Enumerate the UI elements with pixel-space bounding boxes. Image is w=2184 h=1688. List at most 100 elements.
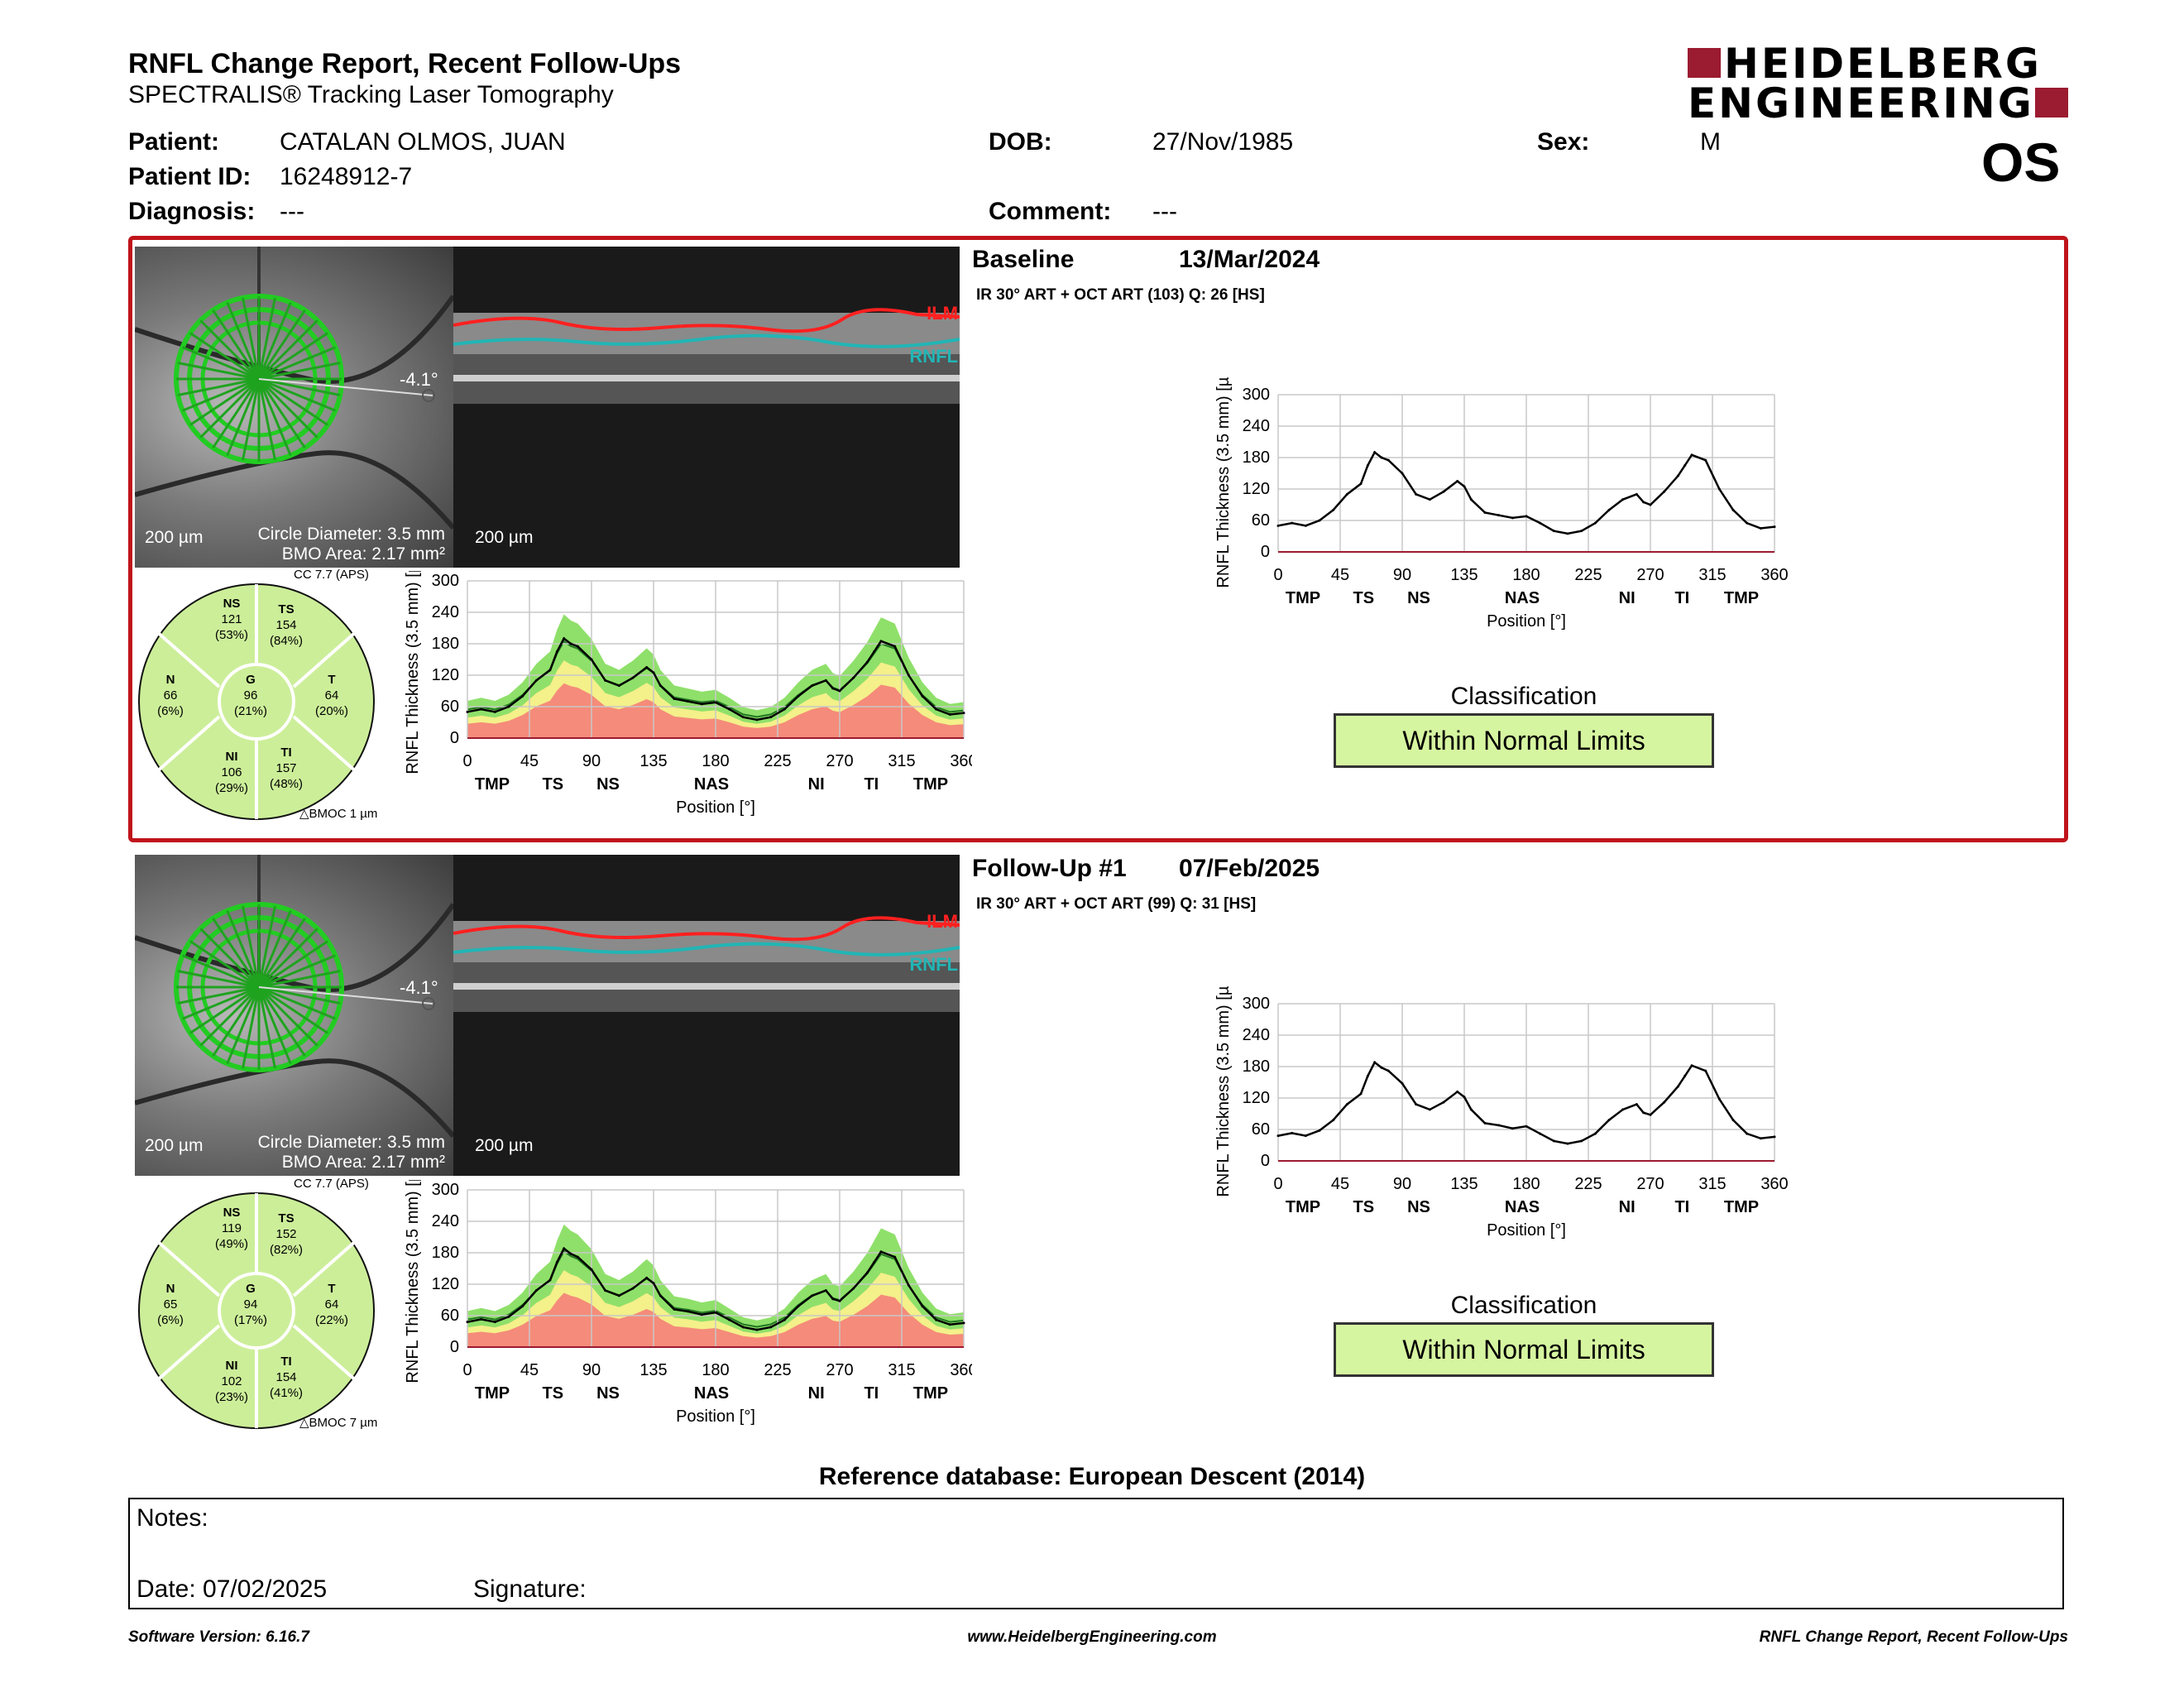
scan-spoke xyxy=(257,378,306,448)
sector-g-value: 94 xyxy=(243,1297,258,1312)
rnfl-data-point xyxy=(1525,1125,1528,1128)
eye-indicator: OS xyxy=(1981,132,2061,193)
rnfl-data-point xyxy=(604,1289,607,1292)
rnfl-label: RNFL xyxy=(909,346,958,367)
sector-axis-label: TI xyxy=(864,1384,879,1403)
sector-ni-pct: (29%) xyxy=(214,781,248,795)
rnfl-data-point xyxy=(1676,474,1679,477)
fundus-angle: -4.1° xyxy=(400,369,438,390)
rnfl-data-point xyxy=(769,1326,773,1329)
rnfl-data-point xyxy=(576,1255,579,1259)
scan-spoke xyxy=(226,986,261,1064)
sector-ni-pct: (23%) xyxy=(214,1390,248,1404)
dob-value: 27/Nov/1985 xyxy=(1152,128,1294,156)
scan-spoke xyxy=(199,985,261,1047)
rnfl-data-point xyxy=(604,679,607,682)
scan-spoke xyxy=(258,985,328,1034)
y-tick-label: 60 xyxy=(441,1307,459,1325)
rnfl-data-point xyxy=(797,694,800,698)
rnfl-data-point xyxy=(1593,521,1597,525)
sector-g: G 96 (21%) xyxy=(226,672,275,719)
rnfl-data-point xyxy=(1635,1103,1638,1106)
rnfl-data-point xyxy=(1773,525,1776,529)
x-axis-title: Position [°] xyxy=(1487,1221,1566,1240)
rnfl-data-point xyxy=(1676,1085,1679,1088)
sector-ts-pct: (82%) xyxy=(269,1243,303,1257)
rnfl-data-point xyxy=(534,1289,538,1292)
y-axis-title: RNFL Thickness (3.5 mm) [µm] xyxy=(1214,985,1233,1197)
ilm-label: ILM xyxy=(927,911,958,932)
diagnosis-label: Diagnosis: xyxy=(128,198,256,225)
rnfl-data-point xyxy=(673,698,676,700)
x-tick-label: 225 xyxy=(764,1361,791,1379)
rnfl-data-point xyxy=(1428,1108,1431,1111)
rnfl-data-point xyxy=(838,689,841,693)
scan-spoke xyxy=(257,985,318,1047)
rnfl-data-point xyxy=(1415,492,1418,496)
rnfl-data-point xyxy=(1332,508,1335,511)
rnfl-data-point xyxy=(811,684,814,688)
fundus-scale: 200 µm xyxy=(145,528,204,547)
bscan-scale: 200 µm xyxy=(475,1136,534,1155)
scan-spoke xyxy=(189,332,260,381)
bscan-overlay xyxy=(453,916,960,1012)
scan-spoke xyxy=(182,377,260,412)
sector-n-pct: (6%) xyxy=(157,1313,184,1327)
x-tick-label: 45 xyxy=(1331,566,1349,584)
rnfl-data-point xyxy=(576,645,579,648)
y-tick-label: 0 xyxy=(450,1338,459,1356)
scan-spoke xyxy=(257,918,306,988)
rnfl-data-point xyxy=(569,642,572,645)
rnfl-data-point xyxy=(569,1252,572,1255)
sector-n-value: 65 xyxy=(163,1297,178,1312)
rnfl-data-point xyxy=(1380,456,1383,459)
rnfl-data-point xyxy=(507,1315,510,1318)
scan-spoke xyxy=(212,918,261,988)
rnfl-data-point xyxy=(1773,1135,1776,1139)
rnfl-data-point xyxy=(831,1297,835,1301)
x-tick-label: 270 xyxy=(1636,1175,1664,1193)
rnfl-data-point xyxy=(659,1294,662,1297)
logo-line-1: HEIDELBERG xyxy=(1724,40,2042,88)
rnfl-data-point xyxy=(1759,527,1762,530)
sector-axis-label: NI xyxy=(808,1384,825,1403)
notes-box[interactable]: Notes: Date: 07/02/2025 Signature: xyxy=(128,1498,2064,1609)
website-link[interactable]: www.HeidelbergEngineering.com xyxy=(967,1628,1217,1646)
rnfl-data-point xyxy=(1291,521,1294,525)
patient-name: CATALAN OLMOS, JUAN xyxy=(280,128,566,156)
logo-square-top xyxy=(1688,48,1721,78)
rnfl-data-point xyxy=(1276,524,1280,527)
oct-bscan: ILM RNFL 200 µm xyxy=(453,855,960,1176)
rnfl-data-point xyxy=(1469,498,1473,501)
sector-ns-value: 121 xyxy=(221,612,242,626)
rnfl-data-point xyxy=(1704,458,1707,462)
x-tick-label: 315 xyxy=(888,752,915,770)
y-tick-label: 240 xyxy=(432,1212,459,1230)
y-tick-label: 300 xyxy=(1243,386,1270,404)
rnfl-data-point xyxy=(1304,524,1307,527)
rnfl-data-point xyxy=(645,666,649,669)
oct-bscan: ILM RNFL 200 µm xyxy=(453,247,960,568)
rnfl-data-point xyxy=(893,645,897,648)
rnfl-data-point xyxy=(521,1305,524,1308)
rnfl-data-point xyxy=(1690,1064,1693,1067)
sector-ts-label: TS xyxy=(278,602,295,616)
y-tick-label: 120 xyxy=(432,1275,459,1293)
classification-title: Classification xyxy=(1450,1292,1597,1319)
rnfl-data-point xyxy=(755,1328,759,1331)
y-tick-label: 240 xyxy=(432,603,459,621)
sector-n-label: N xyxy=(165,673,175,687)
fundus-overlay xyxy=(135,247,453,530)
logo-square-bottom xyxy=(2035,88,2068,117)
software-version: Software Version: 6.16.7 xyxy=(128,1628,309,1646)
rnfl-data-point xyxy=(1593,1132,1597,1135)
rnfl-data-point xyxy=(1442,490,1445,493)
sector-ti-label: TI xyxy=(280,1355,292,1369)
rnfl-profile-line xyxy=(1277,450,1775,535)
rnfl-data-point xyxy=(1304,1134,1307,1138)
rnfl-data-point xyxy=(1746,521,1749,525)
y-axis-title: RNFL Thickness (3.5 mm) [µm] xyxy=(404,571,422,774)
bmoc-value: BMOC 7 µm xyxy=(309,1416,378,1430)
sector-g-label: G xyxy=(246,673,256,687)
rnfl-data-point xyxy=(480,707,483,711)
